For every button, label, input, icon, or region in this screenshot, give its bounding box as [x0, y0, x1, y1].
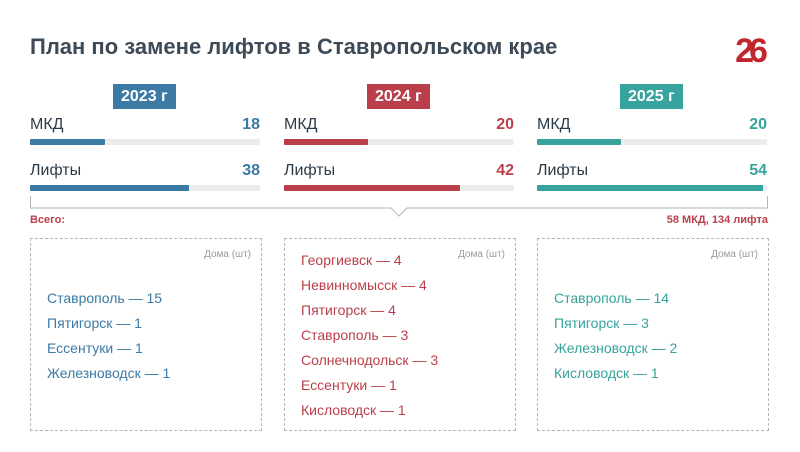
total-bracket	[30, 196, 768, 217]
city-item: Кисловодск — 1	[554, 365, 659, 381]
city-item: Ставрополь — 3	[301, 327, 409, 343]
city-list: Георгиевск — 4 Невинномысск — 4 Пятигорс…	[301, 251, 438, 426]
box-unit-label: Дома (шт)	[204, 249, 251, 260]
city-item: Пятигорск — 3	[554, 315, 649, 331]
city-item: Георгиевск — 4	[301, 252, 402, 268]
cities-box-2025: Дома (шт) Ставрополь — 14 Пятигорск — 3 …	[537, 238, 769, 431]
city-item: Ставрополь — 15	[47, 290, 163, 306]
bar-track	[284, 139, 514, 145]
bar-fill	[537, 185, 763, 191]
city-item: Ставрополь — 14	[554, 290, 670, 306]
city-item: Ессентуки — 1	[47, 340, 143, 356]
bar-fill	[284, 185, 460, 191]
box-unit-label: Дома (шт)	[711, 249, 758, 260]
metric-label: МКД	[537, 116, 571, 133]
city-item: Ессентуки — 1	[301, 377, 397, 393]
metric-label: Лифты	[30, 162, 82, 179]
bar-track	[537, 139, 767, 145]
city-item: Кисловодск — 1	[301, 402, 406, 418]
metric-value: 54	[749, 162, 767, 179]
logo-26: 26	[735, 32, 770, 70]
year-column-2025: 2025 г МКД 20 Лифты 54	[537, 84, 767, 194]
box-unit-label: Дома (шт)	[458, 249, 505, 260]
cities-box-2024: Дома (шт) Георгиевск — 4 Невинномысск — …	[284, 238, 516, 431]
cities-box-2023: Дома (шт) Ставрополь — 15 Пятигорск — 1 …	[30, 238, 262, 431]
year-badge: 2024 г	[367, 84, 430, 109]
total-value: 58 МКД, 134 лифта	[666, 214, 768, 226]
year-badge: 2025 г	[620, 84, 683, 109]
city-item: Невинномысск — 4	[301, 277, 427, 293]
bar-track	[537, 185, 767, 191]
svg-text:26: 26	[735, 32, 767, 70]
metric-value: 20	[749, 116, 767, 133]
bar-fill	[284, 139, 368, 145]
city-item: Пятигорск — 1	[47, 315, 142, 331]
bar-fill	[30, 139, 106, 145]
city-item: Пятигорск — 4	[301, 302, 396, 318]
metric-label: МКД	[284, 116, 318, 133]
year-column-2023: 2023 г МКД 18 Лифты 38	[30, 84, 260, 194]
bar-track	[30, 185, 260, 191]
city-item: Железноводск — 2	[554, 340, 678, 356]
city-item: Солнечнодольск — 3	[301, 352, 439, 368]
city-list: Ставрополь — 15 Пятигорск — 1 Ессентуки …	[47, 289, 170, 389]
year-badge: 2023 г	[113, 84, 176, 109]
metric-label: Лифты	[284, 162, 336, 179]
bar-fill	[30, 185, 189, 191]
metric-value: 18	[242, 116, 260, 133]
bar-track	[30, 139, 260, 145]
metric-value: 38	[242, 162, 260, 179]
city-item: Железноводск — 1	[47, 365, 171, 381]
year-column-2024: 2024 г МКД 20 Лифты 42	[284, 84, 514, 194]
metric-label: МКД	[30, 116, 64, 133]
bar-fill	[537, 139, 621, 145]
bar-track	[284, 185, 514, 191]
metric-label: Лифты	[537, 162, 589, 179]
total-label: Всего:	[30, 214, 65, 226]
page-title: План по замене лифтов в Ставропольском к…	[30, 34, 558, 59]
city-list: Ставрополь — 14 Пятигорск — 3 Железновод…	[554, 289, 677, 389]
metric-value: 42	[496, 162, 514, 179]
metric-value: 20	[496, 116, 514, 133]
